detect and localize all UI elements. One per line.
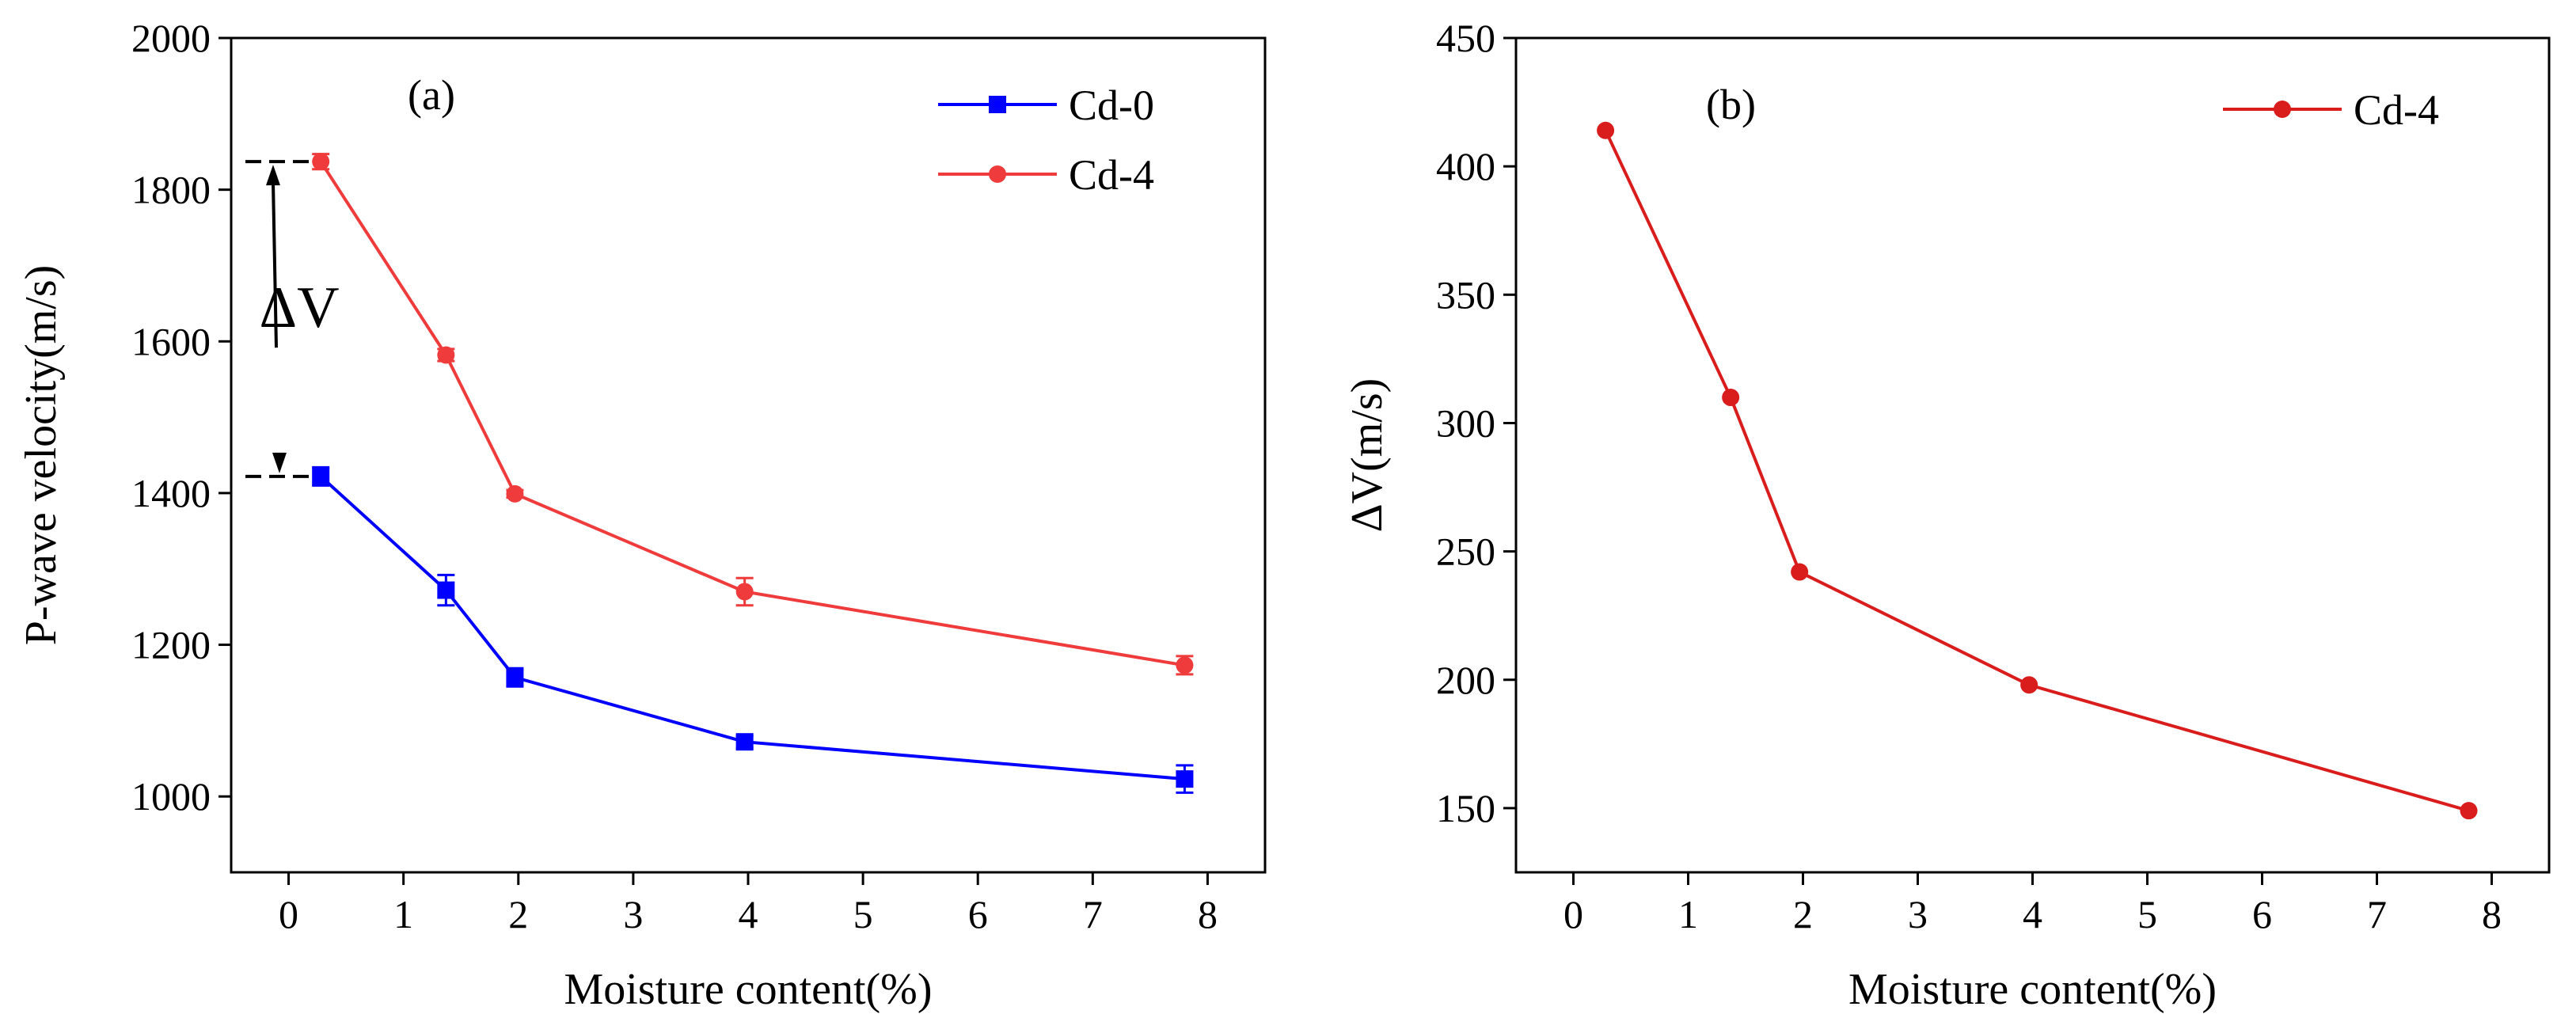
x-tick-label: 4 (739, 892, 758, 936)
y-tick-label: 400 (1436, 144, 1495, 188)
data-point (506, 484, 524, 503)
x-tick-label: 0 (1563, 892, 1583, 936)
y-tick-label: 250 (1436, 530, 1495, 574)
data-point (506, 668, 524, 686)
delta-v-arrow-shaft-top (272, 182, 278, 348)
legend-marker (989, 165, 1006, 183)
data-point (1176, 770, 1194, 788)
legend-entry: Cd-4 (938, 151, 1154, 199)
panel-b-chart: 0 1 2 3 4 5 6 7 8 150 200 250 300 350 400 450 Moisture c… (1343, 16, 2551, 1014)
data-point (1791, 563, 1809, 581)
x-tick-label: 2 (508, 892, 528, 936)
data-point (437, 581, 455, 599)
series-cd-4 (1597, 121, 2478, 820)
x-tick-label: 3 (623, 892, 643, 936)
x-tick-label: 2 (1793, 892, 1813, 936)
delta-v-arrowhead-up (266, 165, 280, 186)
panel-a-chart: 0 1 2 3 4 5 6 7 8 1000 1200 1400 1600 1800 2000 Moistur… (17, 16, 1267, 1014)
x-tick-label: 1 (1678, 892, 1698, 936)
x-tick-label: 6 (968, 892, 988, 936)
y-tick-label: 2000 (131, 16, 211, 60)
y-tick-label: 450 (1436, 16, 1495, 60)
x-tick-label: 7 (1083, 892, 1103, 936)
data-point (1722, 389, 1740, 407)
y-tick-label: 350 (1436, 272, 1495, 317)
y-tick-label: 200 (1436, 658, 1495, 702)
data-point (2020, 676, 2038, 694)
panel-label: (a) (408, 71, 455, 119)
y-axis-label: P-wave velocity(m/s) (17, 265, 66, 646)
panel-label: (b) (1706, 81, 1756, 128)
delta-v-label: ΔV (259, 275, 339, 340)
legend-label: Cd-0 (1069, 82, 1154, 129)
legend-label: Cd-4 (2354, 86, 2439, 134)
plot-frame (1514, 36, 2551, 874)
delta-v-arrowhead-down (272, 452, 287, 473)
x-axis-label: Moisture content(%) (564, 965, 933, 1014)
x-tick-label: 1 (393, 892, 413, 936)
legend-label: Cd-4 (1069, 151, 1154, 199)
x-tick-label: 8 (2482, 892, 2502, 936)
x-tick-label: 4 (2023, 892, 2042, 936)
x-axis-label: Moisture content(%) (1848, 965, 2217, 1014)
x-tick-label: 7 (2367, 892, 2387, 936)
data-point (312, 467, 330, 485)
x-tick-label: 8 (1198, 892, 1218, 936)
data-point (2460, 802, 2478, 820)
legend-marker (989, 96, 1006, 113)
y-tick-label: 1800 (131, 168, 211, 212)
y-tick-label: 300 (1436, 401, 1495, 445)
x-tick-label: 6 (2252, 892, 2272, 936)
legend-entry: Cd-4 (2223, 86, 2439, 134)
x-tick-label: 5 (2137, 892, 2157, 936)
data-point (437, 346, 455, 364)
data-point (735, 583, 754, 601)
series-cd-0 (312, 465, 1194, 794)
x-tick-label: 3 (1908, 892, 1928, 936)
y-tick-label: 1000 (131, 774, 211, 818)
y-tick-label: 150 (1436, 786, 1495, 830)
x-tick-label: 0 (279, 892, 298, 936)
legend-entry: Cd-0 (938, 82, 1154, 129)
y-tick-label: 1200 (131, 623, 211, 667)
series-cd-4 (312, 153, 1194, 676)
series-line (1604, 129, 2470, 813)
data-point (1597, 121, 1615, 139)
data-point (1176, 656, 1194, 674)
legend-marker (2274, 101, 2291, 118)
data-point (312, 153, 330, 171)
data-point (735, 733, 754, 751)
y-axis-label: ΔV(m/s) (1343, 378, 1392, 533)
y-tick-label: 1600 (131, 319, 211, 363)
x-tick-label: 5 (853, 892, 873, 936)
y-tick-label: 1400 (131, 471, 211, 515)
